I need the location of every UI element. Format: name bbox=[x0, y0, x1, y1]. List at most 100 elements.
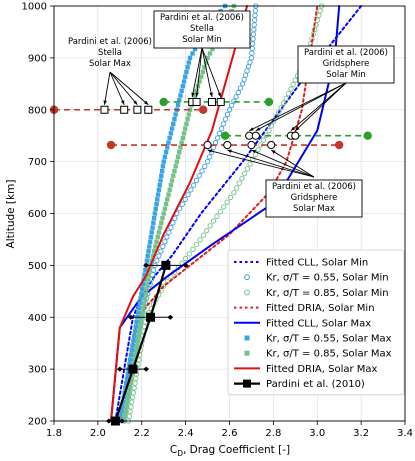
annotation-stella-min-text: Stella bbox=[190, 24, 214, 34]
annotation-grid-min-text: Solar Min bbox=[326, 70, 365, 80]
annotation-grid-max-text: Pardini et al. (2006) bbox=[272, 182, 356, 192]
series-kr-t-0-55-solar-max-point bbox=[150, 225, 155, 230]
series-kr-t-0-85-solar-max-point bbox=[124, 404, 129, 410]
series-kr-t-0-55-solar-min-point bbox=[190, 182, 197, 188]
series-kr-t-0-85-solar-min-point bbox=[260, 137, 267, 143]
pardini-2006-grid_max-marker bbox=[223, 140, 232, 150]
pardini-2006-layer bbox=[49, 97, 372, 150]
series-kr-t-0-85-solar-max-point bbox=[179, 140, 184, 145]
series-kr-t-0-55-solar-min-point bbox=[252, 12, 258, 19]
series-pardini-et-al-2010--errorbar-cap bbox=[116, 366, 123, 372]
series-kr-t-0-55-solar-max-point bbox=[152, 211, 158, 216]
annotation-grid-max-text: Gridsphere bbox=[291, 193, 338, 203]
annotation-grid-min-arrow bbox=[295, 82, 347, 132]
legend-entry-swatch bbox=[244, 350, 250, 356]
series-kr-t-0-85-solar-min-point bbox=[292, 77, 298, 83]
annotation-grid-max-arrow bbox=[251, 149, 315, 178]
annotation-grid-max-arrow bbox=[207, 149, 315, 178]
annotation-stella-min-arrowhead bbox=[209, 92, 213, 97]
series-kr-t-0-85-solar-min-point bbox=[207, 223, 213, 229]
series-kr-t-0-55-solar-max-point bbox=[180, 83, 186, 89]
series-kr-t-0-85-solar-max-point bbox=[163, 201, 169, 207]
annotation-stella-min-arrow bbox=[196, 47, 203, 98]
annotation-grid-max-arrow bbox=[227, 149, 315, 178]
series-kr-t-0-55-solar-min-point bbox=[251, 26, 257, 33]
annotation-grid-min-arrowhead bbox=[290, 126, 296, 131]
series-kr-t-0-85-solar-max-point bbox=[162, 206, 168, 211]
annotation-stella-min-text: Pardini et al. (2006) bbox=[160, 13, 244, 23]
series-kr-t-0-85-solar-min-point bbox=[193, 241, 200, 248]
pardini-2006-grid_max-marker bbox=[203, 140, 212, 150]
series-kr-t-0-85-solar-max-point bbox=[143, 291, 148, 296]
series-kr-t-0-55-solar-min-point bbox=[249, 41, 256, 47]
legend-entry-label: Fitted DRIA, Solar Min bbox=[266, 303, 375, 314]
series-kr-t-0-85-solar-min-point bbox=[278, 104, 284, 111]
x-tick-label: 3.0 bbox=[309, 428, 325, 439]
annotation-stella-max-arrow bbox=[109, 71, 125, 105]
y-tick-label: 900 bbox=[28, 53, 47, 64]
series-kr-t-0-55-solar-min-point bbox=[151, 267, 157, 273]
series-kr-t-0-55-solar-max-point bbox=[149, 230, 154, 235]
series-kr-t-0-85-solar-min-point bbox=[224, 199, 230, 205]
series-kr-t-0-55-solar-max-point bbox=[131, 333, 137, 339]
series-kr-t-0-85-solar-max-point bbox=[197, 79, 202, 84]
series-kr-t-0-85-solar-max-point bbox=[153, 244, 158, 249]
series-kr-t-0-55-solar-min-point bbox=[220, 121, 227, 127]
series-kr-t-0-85-solar-max-point bbox=[122, 414, 128, 419]
series-pardini-et-al-2010--errorbar-cap bbox=[143, 262, 150, 268]
series-kr-t-0-55-solar-min-point bbox=[199, 168, 205, 174]
series-kr-t-0-85-solar-max-point bbox=[134, 343, 140, 348]
series-kr-t-0-55-solar-min-point bbox=[156, 253, 162, 259]
series-pardini-et-al-2010- bbox=[114, 265, 167, 422]
y-tick-label: 700 bbox=[28, 157, 47, 168]
series-kr-t-0-55-solar-max-point bbox=[143, 267, 148, 273]
series-kr-t-0-55-solar-max-point bbox=[159, 168, 165, 174]
x-axis-label: CD, Drag Coefficient [-] bbox=[170, 444, 290, 458]
series-kr-t-0-55-solar-max-point bbox=[142, 272, 147, 278]
series-kr-t-0-85-solar-max-point bbox=[184, 121, 189, 127]
pardini-2006-stella_min-marker bbox=[216, 97, 225, 106]
annotation-stella-max-arrowhead bbox=[120, 100, 125, 105]
legend-entry-label: Kr, σ/T = 0.85, Solar Min bbox=[266, 288, 389, 299]
series-kr-t-0-55-solar-min-point bbox=[206, 154, 213, 160]
x-tick-label: 3.2 bbox=[353, 428, 369, 439]
series-kr-t-0-55-solar-max-point bbox=[127, 362, 132, 367]
series-kr-t-0-85-solar-min-point bbox=[288, 86, 294, 92]
y-tick-label: 600 bbox=[28, 209, 47, 220]
pardini-2006-grid_min-marker bbox=[291, 131, 300, 140]
annotation-grid-min-arrowhead bbox=[249, 127, 254, 131]
annotation-stella-min-arrow bbox=[191, 47, 203, 98]
series-kr-t-0-85-solar-min-point bbox=[285, 90, 292, 97]
series-kr-t-0-55-solar-max-point bbox=[151, 216, 157, 221]
y-tick-label: 1000 bbox=[22, 2, 47, 13]
series-kr-t-0-55-solar-max-point bbox=[125, 371, 130, 377]
series-kr-t-0-85-solar-min-point bbox=[197, 237, 203, 243]
legend-entry-swatch bbox=[244, 289, 250, 296]
series-fitted-dria-solar-max bbox=[110, 5, 249, 422]
series-kr-t-0-85-solar-min-point bbox=[255, 147, 261, 153]
series-kr-t-0-55-solar-max-point bbox=[120, 404, 125, 410]
series-kr-t-0-85-solar-max-point bbox=[137, 324, 143, 329]
series-kr-t-0-85-solar-max-point bbox=[168, 183, 174, 188]
series-pardini-et-al-2010--errorbar-cap bbox=[182, 262, 189, 268]
series-kr-t-0-85-solar-max-point bbox=[177, 149, 182, 155]
series-kr-t-0-85-solar-max-point bbox=[181, 131, 187, 136]
series-kr-t-0-55-solar-min-point bbox=[245, 63, 252, 70]
series-kr-t-0-85-solar-max-point bbox=[187, 107, 193, 112]
series-kr-t-0-55-solar-min-point bbox=[182, 196, 188, 203]
series-kr-t-0-85-solar-min-point bbox=[126, 413, 133, 419]
series-kr-t-0-55-solar-max-point bbox=[166, 140, 171, 145]
series-pardini-et-al-2010--errorbar-cap bbox=[127, 314, 134, 320]
series-kr-t-0-85-solar-min-point bbox=[317, 8, 323, 14]
series-kr-t-0-85-solar-max-point bbox=[125, 399, 130, 405]
series-kr-t-0-85-solar-min-point bbox=[127, 408, 133, 415]
series-kr-t-0-85-solar-max-point bbox=[128, 381, 133, 386]
pardini-2006-grid_min-endpoint bbox=[363, 131, 372, 140]
series-kr-t-0-85-solar-max-point bbox=[185, 116, 190, 122]
series-kr-t-0-55-solar-max-point bbox=[118, 414, 123, 419]
pardini-2006-grid_max-endpoint bbox=[106, 140, 116, 150]
series-kr-t-0-85-solar-max-point bbox=[166, 192, 171, 197]
annotation-stella-min-arrowhead bbox=[217, 92, 221, 97]
series-kr-t-0-55-solar-max-point bbox=[148, 234, 154, 240]
